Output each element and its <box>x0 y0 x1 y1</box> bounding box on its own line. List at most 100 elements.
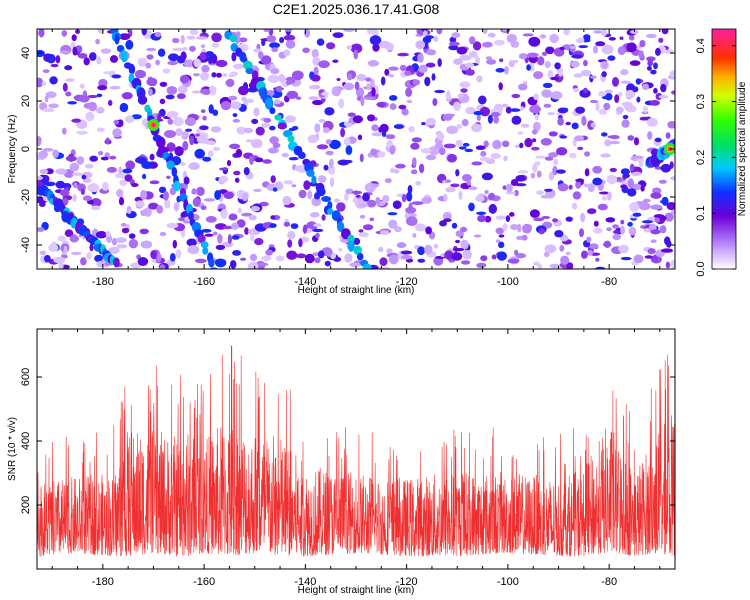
streak-cell <box>347 234 355 244</box>
spectrogram-cell <box>302 47 310 54</box>
spectrogram-cell <box>468 202 475 212</box>
spectrogram-cell <box>46 53 56 64</box>
spectrogram-cell <box>619 36 624 40</box>
spectrogram-cell <box>140 190 148 200</box>
spectrogram-cell <box>514 189 519 197</box>
spectrogram-cell <box>627 178 635 189</box>
spectrogram-cell <box>140 209 148 216</box>
spectrogram-cell <box>39 250 47 255</box>
spectrogram-cell <box>42 107 55 113</box>
spectrogram-cell <box>543 103 552 108</box>
spectrogram-cell <box>350 43 363 54</box>
spectrogram-cell <box>260 55 272 65</box>
spectrogram-cell <box>192 90 201 94</box>
spectrogram-cell <box>382 194 390 203</box>
spectrogram-cell <box>486 59 497 65</box>
spectrogram-cell <box>573 88 580 93</box>
spectrogram-cell <box>579 89 591 98</box>
spectrogram-cell <box>398 104 407 110</box>
spectrogram-cell <box>474 195 485 202</box>
spectrogram-cell <box>459 81 471 88</box>
spectrogram-cell <box>484 190 489 194</box>
spectrogram-cell <box>48 103 59 109</box>
spectrogram-cell <box>669 176 675 181</box>
spectrogram-cell <box>406 216 418 227</box>
spectrogram-cell <box>166 110 179 119</box>
spectrogram-cell <box>240 257 247 261</box>
spectrogram-cell <box>417 258 426 263</box>
spectrogram-cell <box>415 181 422 186</box>
spectrogram-cell <box>638 50 644 59</box>
spectrogram-cell <box>378 126 384 133</box>
spectrogram-cell <box>565 121 571 126</box>
spectrogram-cell <box>358 229 364 233</box>
spectrogram-cell <box>61 30 68 37</box>
spectrogram-cell <box>621 119 630 128</box>
colorbar-frame <box>711 28 737 270</box>
spectrogram-cell <box>378 246 384 253</box>
spectrogram-cell <box>425 49 437 56</box>
spectrogram-cell <box>227 234 232 244</box>
spectrogram-cell <box>580 212 586 223</box>
spectrogram-cell <box>141 161 153 170</box>
spectrogram-cell <box>653 214 665 219</box>
spectrogram-cell <box>121 92 133 100</box>
spectrogram-cell <box>650 204 663 210</box>
spectrogram-cell <box>268 147 279 154</box>
spectrogram-cell <box>420 148 432 154</box>
spectrogram-cell <box>485 56 493 60</box>
spectrogram-cell <box>477 215 487 223</box>
spectrogram-x-tick-label: -100 <box>497 276 519 288</box>
streak-cell <box>121 55 128 63</box>
spectrogram-cell <box>531 146 540 151</box>
spectrogram-cell <box>232 113 238 118</box>
spectrogram-cell <box>343 29 355 32</box>
spectrogram-cell <box>70 41 76 48</box>
spectrogram-cell <box>509 108 521 112</box>
spectrogram-cell <box>291 70 304 81</box>
spectrogram-cell <box>478 95 487 105</box>
spectrogram-cell <box>479 157 491 162</box>
spectrogram-cell <box>624 102 634 112</box>
spectrogram-cell <box>401 108 409 116</box>
spectrogram-cell <box>77 53 88 59</box>
spectrogram-cell <box>556 169 566 174</box>
spectrogram-cell <box>338 98 345 109</box>
spectrogram-cell <box>317 250 325 259</box>
spectrogram-cell <box>572 202 577 210</box>
spectrogram-cell <box>639 116 649 121</box>
spectrogram-cell <box>633 137 640 146</box>
spectrogram-cell <box>146 77 158 87</box>
figure-title: C2E1.2025.036.17.41.G08 <box>273 1 440 17</box>
spectrogram-cell <box>475 145 486 150</box>
spectrogram-cell <box>505 215 511 223</box>
spectrogram-cell <box>515 175 526 182</box>
spectrogram-cell <box>632 155 644 159</box>
spectrogram-cell <box>446 125 459 135</box>
spectrogram-cell <box>557 117 564 126</box>
spectrogram-cell <box>622 114 629 120</box>
spectrogram-cell <box>613 230 620 234</box>
spectrogram-cell <box>509 224 519 230</box>
streak-cell <box>326 208 334 215</box>
spectrogram-cell <box>37 136 42 146</box>
spectrogram-cell <box>100 156 109 161</box>
spectrogram-cell <box>344 253 353 263</box>
streak-cell <box>306 169 315 177</box>
spectrogram-cell <box>445 179 452 183</box>
spectrogram-cell <box>128 233 136 239</box>
streak-cell <box>188 211 194 221</box>
spectrogram-cell <box>343 82 355 91</box>
spectrogram-cell <box>343 193 349 201</box>
spectrogram-cell <box>517 131 524 135</box>
spectrogram-cell <box>559 245 565 252</box>
spectrogram-cell <box>215 59 228 68</box>
spectrogram-x-label: Height of straight line (km) <box>298 285 415 296</box>
spectrogram-cell <box>200 205 207 210</box>
spectrogram-cell <box>207 150 214 158</box>
spectrogram-cell <box>404 70 412 76</box>
spectrogram-cell <box>487 114 493 124</box>
spectrogram-cell <box>540 138 552 146</box>
spectrogram-cell <box>42 69 50 73</box>
streak-peak <box>667 147 672 151</box>
